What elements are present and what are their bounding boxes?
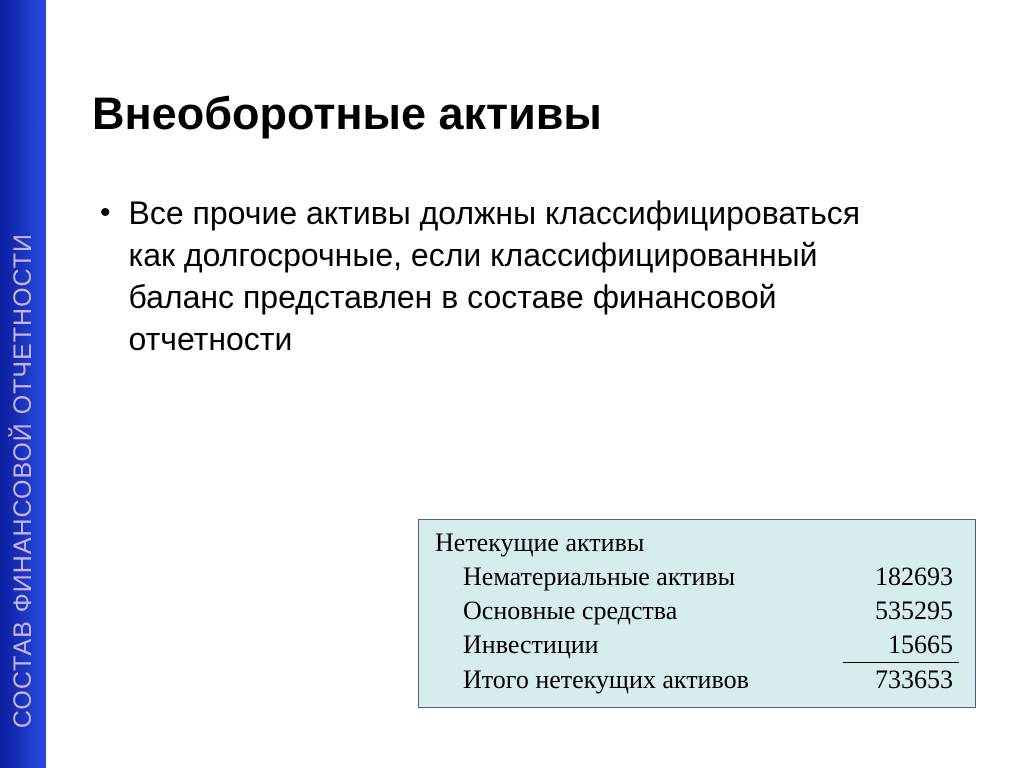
row-value: 535295 <box>843 594 959 628</box>
row-label: Нематериальные активы <box>435 560 735 594</box>
slide: СОСТАВ ФИНАНСОВОЙ ОТЧЕТНОСТИ Внеоборотны… <box>0 0 1024 768</box>
table-row: Основные средства 535295 <box>435 594 959 628</box>
content-area: Внеоборотные активы • Все прочие активы … <box>92 88 984 360</box>
row-label: Основные средства <box>435 594 677 628</box>
sidebar-label: СОСТАВ ФИНАНСОВОЙ ОТЧЕТНОСТИ <box>9 233 38 728</box>
sidebar-text-wrap: СОСТАВ ФИНАНСОВОЙ ОТЧЕТНОСТИ <box>0 0 46 768</box>
total-label: Итого нетекущих активов <box>435 663 749 697</box>
row-value: 182693 <box>843 560 959 594</box>
table-row: Нематериальные активы 182693 <box>435 560 959 594</box>
table-total-row: Итого нетекущих активов 733653 <box>435 663 959 697</box>
row-label: Инвестиции <box>435 628 599 662</box>
bullet-text: Все прочие активы должны классифицироват… <box>129 192 909 360</box>
bullet-item: • Все прочие активы должны классифициров… <box>100 192 984 360</box>
table-row: Инвестиции 15665 <box>435 628 959 663</box>
page-title: Внеоборотные активы <box>92 88 984 140</box>
assets-table: Нетекущие активы Нематериальные активы 1… <box>418 519 976 708</box>
bullet-marker: • <box>100 192 111 234</box>
total-value: 733653 <box>843 663 959 697</box>
row-value: 15665 <box>843 628 959 663</box>
table-header: Нетекущие активы <box>435 528 959 558</box>
